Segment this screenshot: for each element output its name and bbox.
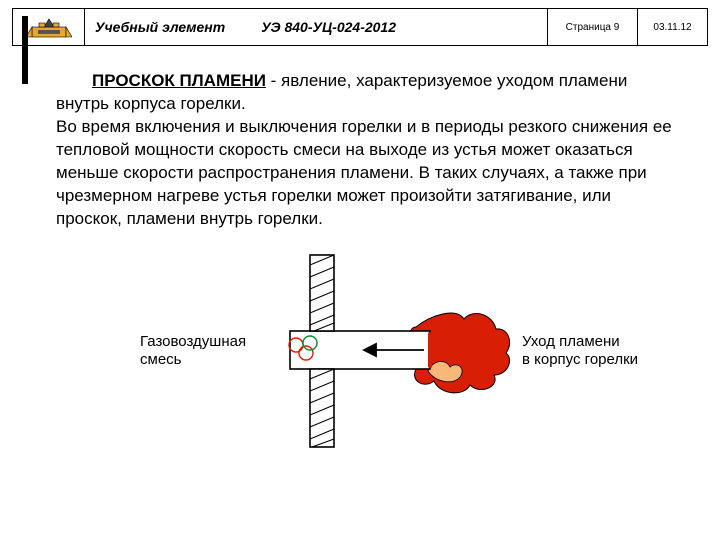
content-area: ПРОСКОК ПЛАМЕНИ - явление, характеризуем… [0, 46, 720, 467]
left-accent-bar [22, 16, 28, 84]
header-code: УЭ 840-УЦ-024-2012 [261, 19, 396, 35]
term: ПРОСКОК ПЛАМЕНИ [92, 71, 266, 90]
paragraph-2: Во время включения и выключения горелки … [56, 116, 672, 231]
header-title-cell: Учебный элемент УЭ 840-УЦ-024-2012 [85, 9, 547, 45]
page-number: 9 [614, 22, 620, 33]
header-date-cell: 03.11.12 [637, 9, 707, 45]
header-page-cell: Страница 9 [547, 9, 637, 45]
header-date: 03.11.12 [653, 22, 691, 33]
header-title: Учебный элемент [95, 19, 225, 35]
page-label: Страница [566, 22, 611, 33]
document-header: Учебный элемент УЭ 840-УЦ-024-2012 Стран… [12, 8, 708, 46]
label-gas-mixture: Газовоздушная смесь [140, 333, 246, 371]
diagram: Газовоздушная смесь Уход пламени в корпу… [56, 247, 672, 467]
logo-icon [26, 13, 72, 41]
paragraph-1: ПРОСКОК ПЛАМЕНИ - явление, характеризуем… [56, 70, 672, 116]
label-flame-ingress: Уход пламени в корпус горелки [522, 333, 638, 371]
burner-diagram-svg [256, 247, 516, 457]
